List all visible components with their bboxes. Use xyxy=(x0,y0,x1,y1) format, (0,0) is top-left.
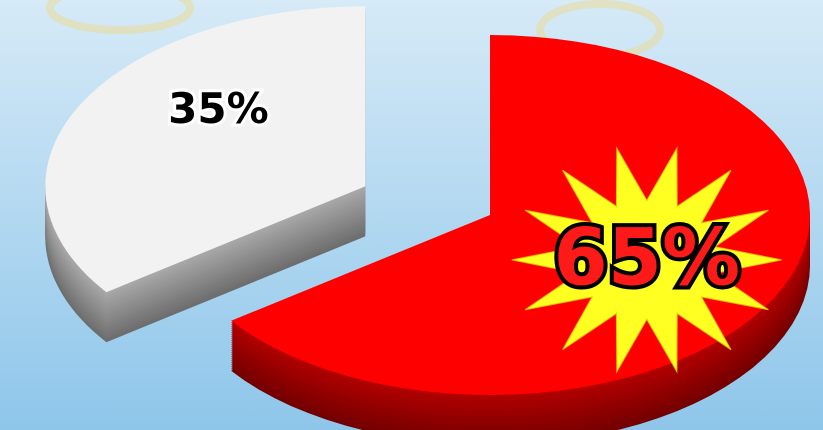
slice xyxy=(45,6,366,293)
data-label: 65% xyxy=(553,213,740,303)
data-label: 35% xyxy=(168,84,269,133)
decoration xyxy=(46,0,194,34)
pie: 35% 65% xyxy=(45,6,811,430)
starburst xyxy=(511,146,782,374)
